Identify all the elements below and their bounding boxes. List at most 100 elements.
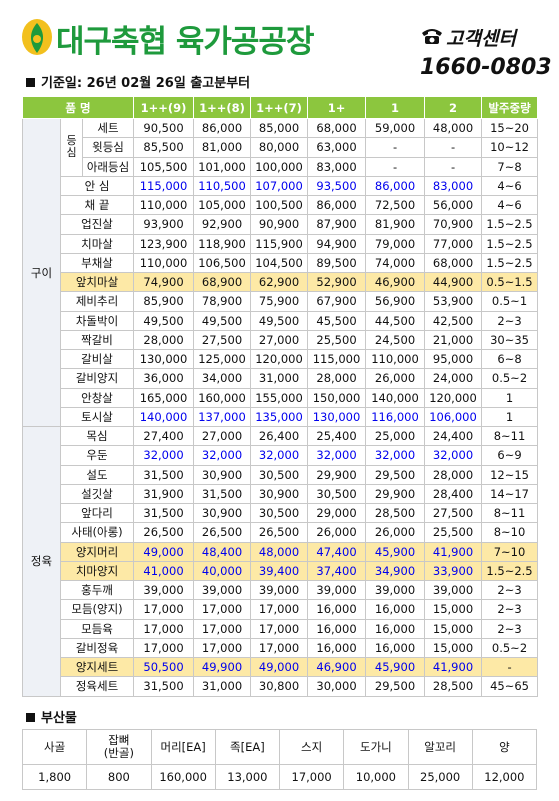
weight-cell: 15~20 (481, 117, 539, 139)
price-cell: 17,000 (133, 599, 195, 620)
price-cell: 29,000 (307, 502, 367, 524)
price-cell: 25,500 (307, 329, 367, 351)
byproduct-price: 13,000 (214, 764, 281, 790)
price-cell: 31,500 (193, 483, 252, 505)
price-cell: 155,000 (250, 387, 309, 408)
weight-cell: 2~3 (481, 618, 539, 639)
item-name: 세트 (81, 117, 135, 139)
item-name: 갈비양지 (59, 368, 135, 389)
byproduct-table: 사골 잡뼈 (반골) 머리[EA] 족[EA] 스지 도가니 알꼬리 양 1,800 800 16… (21, 729, 538, 790)
phone-icon (422, 29, 442, 44)
item-name: 토시살 (59, 406, 135, 428)
price-cell: 85,000 (250, 117, 309, 139)
price-cell: 93,900 (133, 214, 195, 235)
price-cell: 81,000 (193, 137, 252, 158)
weight-cell: 14~17 (481, 483, 539, 505)
price-cell: 106,500 (193, 252, 252, 274)
weight-cell: 1 (481, 406, 539, 428)
section-title: 부산물 (26, 707, 77, 726)
item-name: 안창살 (59, 387, 135, 408)
price-cell: 26,000 (365, 522, 426, 543)
price-cell: 25,000 (365, 425, 426, 447)
price-cell: 45,900 (365, 541, 426, 562)
price-cell: 68,900 (193, 271, 252, 293)
price-cell: 26,000 (365, 368, 426, 389)
item-name: 채 끝 (59, 194, 135, 216)
price-cell: 29,900 (365, 483, 426, 505)
phone-number: 1660-0803 (420, 55, 552, 80)
price-cell: 26,400 (250, 425, 309, 447)
price-cell: 45,900 (365, 656, 426, 678)
price-cell: 27,400 (133, 425, 195, 447)
price-cell: 56,900 (365, 291, 426, 312)
weight-cell: 2~3 (481, 310, 539, 331)
price-cell: 130,000 (133, 348, 195, 370)
price-cell: 16,000 (307, 637, 367, 659)
weight-cell: - (481, 656, 539, 678)
price-cell: 77,000 (424, 233, 483, 254)
table-row: 제비추리 85,900 78,900 75,900 67,900 56,900 53,900… (23, 291, 539, 312)
weight-cell: 1.5~2.5 (481, 233, 539, 254)
item-name: 갈비살 (59, 348, 135, 370)
price-cell: 92,900 (193, 214, 252, 235)
table-row: 홍두깨 39,000 39,000 39,000 39,000 39,000 39,000 2… (23, 579, 539, 601)
weight-cell: 0.5~1.5 (481, 271, 539, 293)
weight-cell: 0.5~2 (481, 637, 539, 659)
price-cell: - (365, 156, 426, 177)
price-cell: 49,000 (133, 541, 195, 562)
price-cell: 28,500 (424, 676, 483, 697)
weight-cell: 10~12 (481, 137, 539, 158)
price-cell: 41,000 (133, 560, 195, 582)
table-row: 정육세트 31,500 31,000 30,800 30,000 29,500 28,500… (23, 676, 539, 697)
weight-cell: 1.5~2.5 (481, 252, 539, 274)
price-cell: 85,900 (133, 291, 195, 312)
service-label: 고객센터 (446, 28, 516, 50)
weight-cell: 6~9 (481, 445, 539, 466)
column-header: 1++(7) (250, 96, 309, 119)
price-cell: 110,500 (193, 175, 252, 197)
price-cell: 30,800 (250, 676, 309, 697)
price-cell: 29,500 (365, 676, 426, 697)
price-cell: 27,000 (250, 329, 309, 351)
price-cell: 85,500 (133, 137, 195, 158)
price-cell: - (424, 137, 483, 158)
price-cell: 47,400 (307, 541, 367, 562)
price-cell: 26,500 (193, 522, 252, 543)
price-cell: 59,000 (365, 117, 426, 139)
price-cell: 48,000 (424, 117, 483, 139)
price-cell: 86,000 (193, 117, 252, 139)
table-row: 차돌박이 49,500 49,500 49,500 45,500 44,500 42,500… (23, 310, 539, 331)
byproduct-name: 머리[EA] (150, 729, 216, 765)
price-cell: 74,900 (133, 271, 195, 293)
price-cell: 80,000 (250, 137, 309, 158)
weight-cell: 1.5~2.5 (481, 214, 539, 235)
weight-cell: 45~65 (481, 676, 539, 697)
byproduct-price: 10,000 (343, 764, 409, 790)
table-row: 갈비살 130,000 125,000 120,000 115,000 110,000 95… (23, 348, 539, 370)
weight-cell: 12~15 (481, 464, 539, 485)
price-cell: 135,000 (250, 406, 309, 428)
price-cell: 30,900 (193, 502, 252, 524)
table-row: 양지세트 50,500 49,900 49,000 46,900 45,900 41,900… (22, 656, 539, 678)
item-name: 치마살 (59, 233, 135, 254)
column-header: 1++(9) (133, 96, 195, 119)
column-header: 품 명 (21, 96, 135, 119)
item-name: 모듬(양지) (59, 599, 135, 620)
table-row: 윗등심 85,500 81,000 80,000 63,000- -10~12 (23, 137, 539, 158)
price-cell: 30,500 (250, 502, 309, 524)
price-cell: 104,500 (250, 252, 309, 274)
price-cell: 68,000 (424, 252, 483, 274)
price-cell: 56,000 (424, 194, 483, 216)
price-cell: 115,000 (307, 348, 367, 370)
item-name: 모듬육 (59, 618, 135, 639)
table-row: 모듬육 17,000 17,000 17,000 16,000 16,000 15,000 2… (23, 618, 539, 639)
item-name: 윗등심 (81, 137, 135, 158)
item-name: 업진살 (59, 214, 135, 235)
price-cell: 39,000 (307, 579, 367, 601)
price-cell: 41,900 (424, 541, 483, 562)
price-cell: 107,000 (250, 175, 309, 197)
price-cell: 95,000 (424, 348, 483, 370)
price-cell: - (424, 156, 483, 177)
price-cell: 49,000 (250, 656, 309, 678)
price-cell: 67,900 (307, 291, 367, 312)
